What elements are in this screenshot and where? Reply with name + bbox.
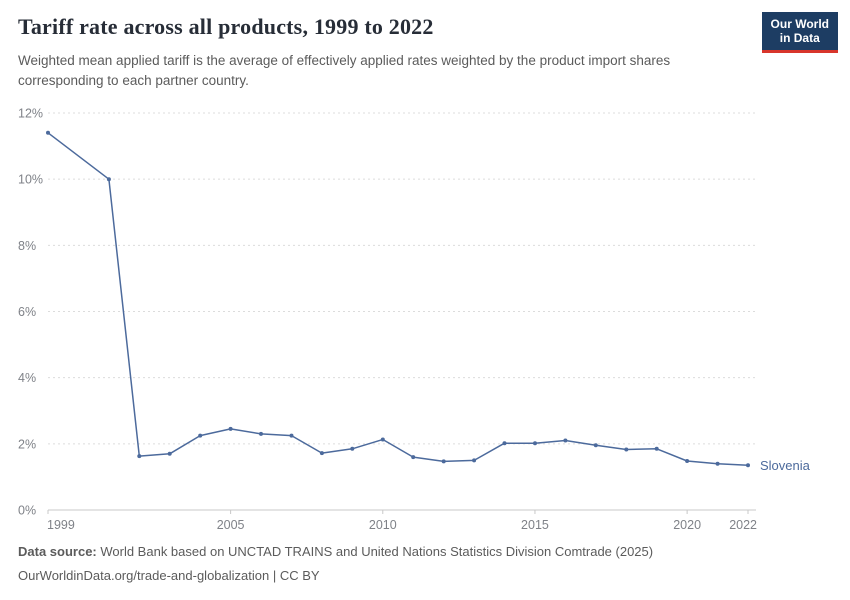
data-point xyxy=(380,437,385,442)
y-tick-label: 12% xyxy=(18,107,43,121)
series-end-label: Slovenia xyxy=(760,458,811,473)
chart-footer: Data source: World Bank based on UNCTAD … xyxy=(18,540,818,588)
data-point xyxy=(319,451,324,456)
data-point xyxy=(472,458,477,463)
data-point xyxy=(654,446,659,451)
data-point xyxy=(259,431,263,436)
x-tick-label: 2010 xyxy=(369,518,397,532)
data-point xyxy=(593,443,598,448)
owid-logo[interactable]: Our World in Data xyxy=(761,12,838,53)
data-point xyxy=(167,451,172,456)
x-tick-label: 1999 xyxy=(47,518,75,532)
data-source-label: Data source: xyxy=(18,544,97,559)
data-point xyxy=(502,441,507,446)
data-point xyxy=(106,177,111,182)
data-point xyxy=(46,130,50,135)
data-point xyxy=(289,433,294,438)
data-point xyxy=(137,454,142,459)
chart-canvas: 0% 2% 4% 6% 8% 10% 12% 1999 2005 2010 2015 2020 2022… xyxy=(18,107,811,533)
y-tick-label: 6% xyxy=(18,305,36,319)
owid-logo-line1: Our World xyxy=(770,17,829,31)
x-tick-label: 2005 xyxy=(217,518,245,532)
data-point xyxy=(715,461,720,466)
data-point xyxy=(685,459,690,463)
data-point xyxy=(746,463,750,468)
data-point xyxy=(411,455,416,460)
data-point xyxy=(350,446,355,451)
data-point xyxy=(624,447,629,452)
y-tick-label: 4% xyxy=(18,371,36,385)
data-point xyxy=(563,438,568,443)
chart-subtitle: Weighted mean applied tariff is the aver… xyxy=(18,53,671,88)
x-tick-label: 2020 xyxy=(673,518,701,532)
y-tick-label: 8% xyxy=(18,239,36,253)
x-tick-label: 2015 xyxy=(521,518,549,532)
data-point xyxy=(228,426,233,431)
data-point xyxy=(198,433,203,438)
series-line-slovenia xyxy=(47,132,749,467)
y-tick-label: 10% xyxy=(18,173,43,187)
owid-logo-line2: in Data xyxy=(779,31,820,46)
chart-title: Tariff rate across all products, 1999 to… xyxy=(18,14,434,39)
y-tick-label: 2% xyxy=(18,437,36,451)
y-tick-label: 0% xyxy=(18,504,36,518)
data-source-line: Data source: World Bank based on UNCTAD … xyxy=(18,540,818,564)
license-line[interactable]: OurWorldinData.org/trade-and-globalizati… xyxy=(18,568,320,584)
data-point xyxy=(441,459,446,464)
data-source-text: World Bank based on UNCTAD TRAINS and Un… xyxy=(96,544,654,559)
data-point xyxy=(533,441,537,446)
x-tick-label: 2022 xyxy=(729,518,757,532)
